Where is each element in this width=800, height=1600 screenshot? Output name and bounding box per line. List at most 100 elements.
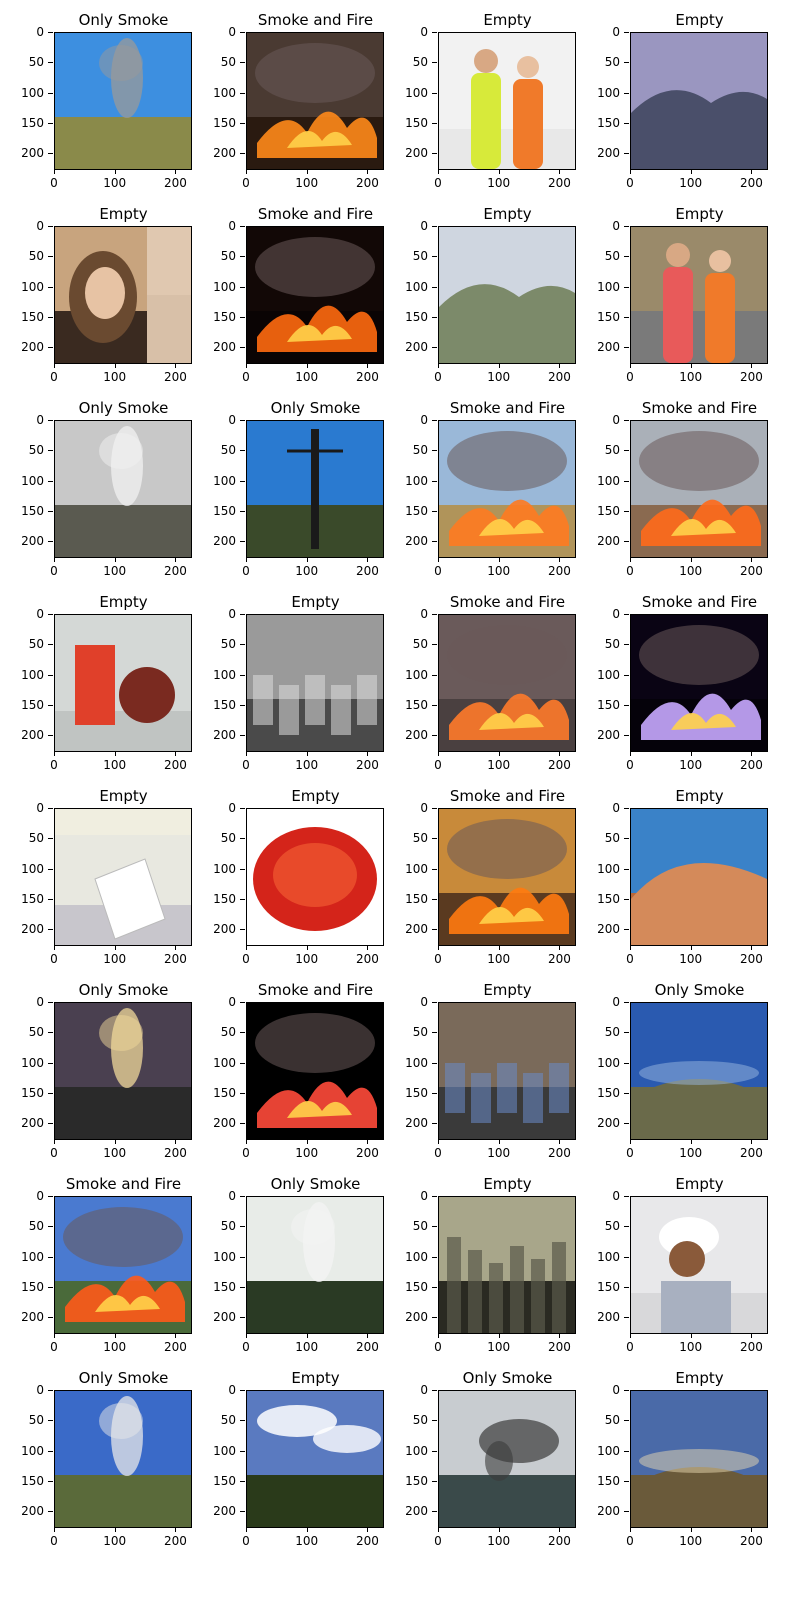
x-tick-label: 0 xyxy=(242,370,250,384)
y-tick-mark xyxy=(624,1511,629,1513)
panel: Only Smoke 0 50 100 150 200 0 100 200 xyxy=(4,388,194,582)
y-tick-mark xyxy=(432,32,437,33)
x-tick-mark xyxy=(175,169,177,174)
panel-image xyxy=(438,1390,576,1528)
x-tick-mark xyxy=(751,363,753,368)
y-tick-label: 50 xyxy=(220,55,236,70)
y-tick-label: 100 xyxy=(597,667,620,682)
y-tick-label: 150 xyxy=(21,1280,44,1295)
y-tick-mark xyxy=(48,1062,53,1064)
y-tick-mark xyxy=(432,347,437,349)
y-tick-label: 100 xyxy=(213,85,236,100)
y-tick-label: 50 xyxy=(604,1413,620,1428)
x-tick-label: 0 xyxy=(50,1340,58,1354)
y-tick-label: 50 xyxy=(220,637,236,652)
y-tick-mark xyxy=(432,868,437,870)
y-tick-label: 100 xyxy=(21,85,44,100)
y-tick-mark xyxy=(624,256,629,258)
scene-image xyxy=(439,33,575,169)
x-tick-mark xyxy=(559,363,561,368)
y-tick-mark xyxy=(48,1481,53,1483)
x-tick-label: 100 xyxy=(103,758,127,772)
x-tick-mark xyxy=(498,363,500,368)
scene-image xyxy=(55,809,191,945)
x-tick-label: 100 xyxy=(679,1146,703,1160)
panel: Smoke and Fire 0 50 100 150 200 0 100 200 xyxy=(388,388,578,582)
y-tick-mark xyxy=(240,1420,245,1422)
y-tick-label: 100 xyxy=(21,1443,44,1458)
y-tick-mark xyxy=(240,420,245,421)
panel-image xyxy=(54,420,192,558)
y-tick-mark xyxy=(240,808,245,809)
y-tick-label: 50 xyxy=(412,1025,428,1040)
scene-image xyxy=(247,615,383,751)
y-tick-label: 200 xyxy=(21,728,44,743)
x-tick-label: 200 xyxy=(163,564,187,578)
panel-title: Empty xyxy=(675,787,724,805)
panel-image xyxy=(54,32,192,170)
y-tick-mark xyxy=(48,62,53,64)
x-tick-mark xyxy=(751,1527,753,1532)
y-tick-mark xyxy=(432,705,437,707)
y-tick-mark xyxy=(624,1287,629,1289)
y-tick-mark xyxy=(624,511,629,513)
panel-image xyxy=(54,1196,192,1334)
y-tick-mark xyxy=(624,735,629,737)
scene-image xyxy=(439,1197,575,1333)
y-tick-label: 150 xyxy=(597,892,620,907)
y-tick-label: 50 xyxy=(412,637,428,652)
panel: Empty 0 50 100 150 200 0 100 200 xyxy=(388,0,578,194)
y-tick-mark xyxy=(624,1062,629,1064)
panel-image xyxy=(630,420,768,558)
panel-image xyxy=(438,1002,576,1140)
y-tick-mark xyxy=(48,1226,53,1228)
scene-image xyxy=(631,809,767,945)
y-tick-mark xyxy=(240,1032,245,1034)
y-tick-label: 0 xyxy=(36,413,44,427)
x-tick-label: 200 xyxy=(355,564,379,578)
panel-title: Empty xyxy=(675,1369,724,1387)
x-tick-label: 0 xyxy=(626,1146,634,1160)
y-tick-mark xyxy=(624,480,629,482)
y-tick-mark xyxy=(240,286,245,288)
x-tick-label: 100 xyxy=(487,176,511,190)
y-tick-label: 100 xyxy=(597,473,620,488)
y-tick-label: 100 xyxy=(405,1443,428,1458)
x-tick-mark xyxy=(690,945,692,950)
y-tick-mark xyxy=(624,1002,629,1003)
x-tick-mark xyxy=(559,751,561,756)
y-tick-label: 0 xyxy=(420,995,428,1009)
y-tick-label: 150 xyxy=(21,1086,44,1101)
x-tick-mark xyxy=(690,363,692,368)
x-tick-label: 100 xyxy=(103,1146,127,1160)
y-tick-label: 150 xyxy=(597,116,620,131)
x-tick-mark xyxy=(246,751,247,756)
y-tick-mark xyxy=(48,674,53,676)
panel-title: Only Smoke xyxy=(78,981,169,999)
x-tick-mark xyxy=(54,169,55,174)
panel: Smoke and Fire 0 50 100 150 200 0 100 200 xyxy=(4,1164,194,1358)
x-tick-mark xyxy=(246,169,247,174)
y-tick-label: 0 xyxy=(420,607,428,621)
panel: Only Smoke 0 50 100 150 200 0 100 200 xyxy=(196,1164,386,1358)
x-tick-label: 100 xyxy=(295,1534,319,1548)
x-tick-label: 200 xyxy=(163,1146,187,1160)
x-tick-label: 200 xyxy=(547,1340,571,1354)
y-tick-label: 150 xyxy=(213,892,236,907)
x-tick-label: 0 xyxy=(626,1534,634,1548)
panel: Empty 0 50 100 150 200 0 100 200 xyxy=(196,776,386,970)
y-tick-mark xyxy=(432,1093,437,1095)
x-tick-mark xyxy=(367,557,369,562)
y-tick-label: 200 xyxy=(213,146,236,161)
x-tick-label: 0 xyxy=(50,1146,58,1160)
panel-title: Empty xyxy=(291,1369,340,1387)
y-tick-label: 50 xyxy=(220,1413,236,1428)
y-tick-mark xyxy=(48,1317,53,1319)
y-tick-label: 200 xyxy=(21,340,44,355)
x-tick-mark xyxy=(175,751,177,756)
y-tick-mark xyxy=(240,317,245,319)
y-tick-mark xyxy=(624,1481,629,1483)
x-tick-label: 200 xyxy=(739,758,763,772)
y-tick-label: 150 xyxy=(21,1474,44,1489)
x-tick-label: 200 xyxy=(547,564,571,578)
